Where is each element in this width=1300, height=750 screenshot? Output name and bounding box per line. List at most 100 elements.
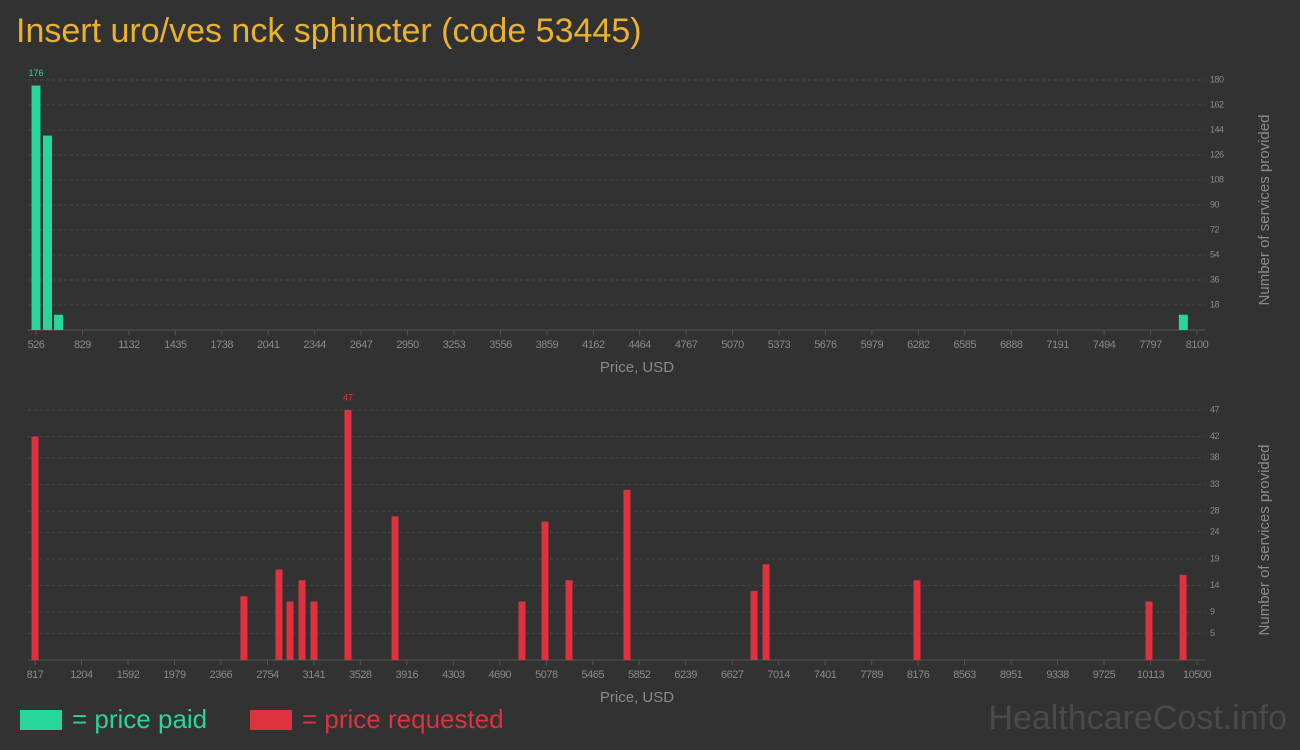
x-tick-label: 6239 xyxy=(674,669,697,681)
y-tick-label: 180 xyxy=(1210,74,1224,84)
x-tick-label: 2950 xyxy=(396,339,419,351)
x-tick-label: 5465 xyxy=(582,669,605,681)
bar xyxy=(623,489,631,660)
x-tick-label: 6888 xyxy=(1000,339,1023,351)
x-tick-label: 3528 xyxy=(349,669,372,681)
y-axis-label: Number of services provided xyxy=(1256,115,1273,306)
x-tick-label: 7401 xyxy=(814,669,837,681)
x-tick-label: 5373 xyxy=(768,339,791,351)
x-tick-label: 2754 xyxy=(256,669,279,681)
y-tick-label: 72 xyxy=(1210,224,1220,234)
x-tick-label: 5979 xyxy=(861,339,884,351)
x-tick-label: 3141 xyxy=(303,669,326,681)
x-tick-label: 1592 xyxy=(117,669,140,681)
x-tick-label: 9725 xyxy=(1093,669,1116,681)
x-tick-label: 3859 xyxy=(536,339,559,351)
x-tick-label: 2041 xyxy=(257,339,280,351)
bar xyxy=(565,580,573,660)
x-tick-label: 6627 xyxy=(721,669,744,681)
bar xyxy=(54,314,64,330)
bar xyxy=(541,521,549,660)
bar xyxy=(240,596,248,660)
x-tick-label: 5078 xyxy=(535,669,558,681)
bar xyxy=(913,580,921,660)
y-axis-label: Number of services provided xyxy=(1256,445,1273,636)
y-tick-label: 162 xyxy=(1210,99,1224,109)
y-tick-label: 14 xyxy=(1210,580,1220,590)
x-tick-label: 4303 xyxy=(442,669,465,681)
bar xyxy=(42,135,52,330)
y-tick-label: 5 xyxy=(1210,628,1215,638)
y-tick-label: 18 xyxy=(1210,299,1220,309)
x-tick-label: 1979 xyxy=(163,669,186,681)
value-label: 176 xyxy=(28,68,43,78)
x-tick-label: 1738 xyxy=(211,339,234,351)
x-tick-label: 5852 xyxy=(628,669,651,681)
x-tick-label: 7797 xyxy=(1139,339,1162,351)
bar xyxy=(518,601,526,660)
bar xyxy=(298,580,306,660)
y-tick-label: 42 xyxy=(1210,431,1220,441)
x-tick-label: 8563 xyxy=(953,669,976,681)
y-tick-label: 126 xyxy=(1210,149,1224,159)
y-tick-label: 108 xyxy=(1210,174,1224,184)
x-tick-label: 4690 xyxy=(489,669,512,681)
bar xyxy=(31,436,39,660)
y-tick-label: 19 xyxy=(1210,553,1220,563)
x-tick-label: 8176 xyxy=(907,669,930,681)
x-tick-label: 2344 xyxy=(303,339,326,351)
x-tick-label: 8100 xyxy=(1186,339,1209,351)
legend-label: = price paid xyxy=(72,704,207,734)
x-tick-label: 5070 xyxy=(721,339,744,351)
y-tick-label: 9 xyxy=(1210,607,1215,617)
watermark: HealthcareCost.info xyxy=(988,699,1287,737)
legend-swatch xyxy=(20,710,62,730)
bar xyxy=(344,410,352,660)
x-axis-label: Price, USD xyxy=(600,689,674,706)
x-tick-label: 7494 xyxy=(1093,339,1116,351)
bar xyxy=(1178,314,1188,330)
x-tick-label: 2647 xyxy=(350,339,373,351)
x-tick-label: 7191 xyxy=(1046,339,1069,351)
x-tick-label: 7789 xyxy=(860,669,883,681)
bar xyxy=(750,590,758,660)
y-tick-label: 54 xyxy=(1210,249,1220,259)
x-tick-label: 4162 xyxy=(582,339,605,351)
x-tick-label: 9338 xyxy=(1046,669,1069,681)
y-tick-label: 90 xyxy=(1210,199,1220,209)
y-tick-label: 144 xyxy=(1210,124,1224,134)
bar xyxy=(391,516,399,660)
x-tick-label: 4464 xyxy=(628,339,651,351)
x-tick-label: 3253 xyxy=(443,339,466,351)
x-axis-label: Price, USD xyxy=(600,359,674,376)
x-tick-label: 5676 xyxy=(814,339,837,351)
x-tick-label: 1204 xyxy=(70,669,93,681)
bar xyxy=(1179,574,1187,660)
x-tick-label: 6282 xyxy=(907,339,930,351)
bar xyxy=(275,569,283,660)
title: Insert uro/ves nck sphincter (code 53445… xyxy=(16,12,642,50)
bar xyxy=(286,601,294,660)
bar xyxy=(310,601,318,660)
x-tick-label: 3916 xyxy=(396,669,419,681)
x-tick-label: 10113 xyxy=(1137,669,1165,681)
x-tick-label: 526 xyxy=(28,339,45,351)
y-tick-label: 36 xyxy=(1210,274,1220,284)
y-tick-label: 33 xyxy=(1210,479,1220,489)
y-tick-label: 38 xyxy=(1210,452,1220,462)
x-tick-label: 829 xyxy=(74,339,91,351)
x-tick-label: 7014 xyxy=(767,669,790,681)
y-tick-label: 28 xyxy=(1210,505,1220,515)
bar xyxy=(31,85,41,330)
x-tick-label: 8951 xyxy=(1000,669,1023,681)
legend-label: = price requested xyxy=(302,704,504,734)
y-tick-label: 47 xyxy=(1210,404,1220,414)
x-tick-label: 2366 xyxy=(210,669,233,681)
x-tick-label: 10500 xyxy=(1183,669,1211,681)
x-tick-label: 1132 xyxy=(118,339,140,351)
x-tick-label: 6585 xyxy=(954,339,977,351)
x-tick-label: 817 xyxy=(27,669,44,681)
x-tick-label: 1435 xyxy=(164,339,187,351)
